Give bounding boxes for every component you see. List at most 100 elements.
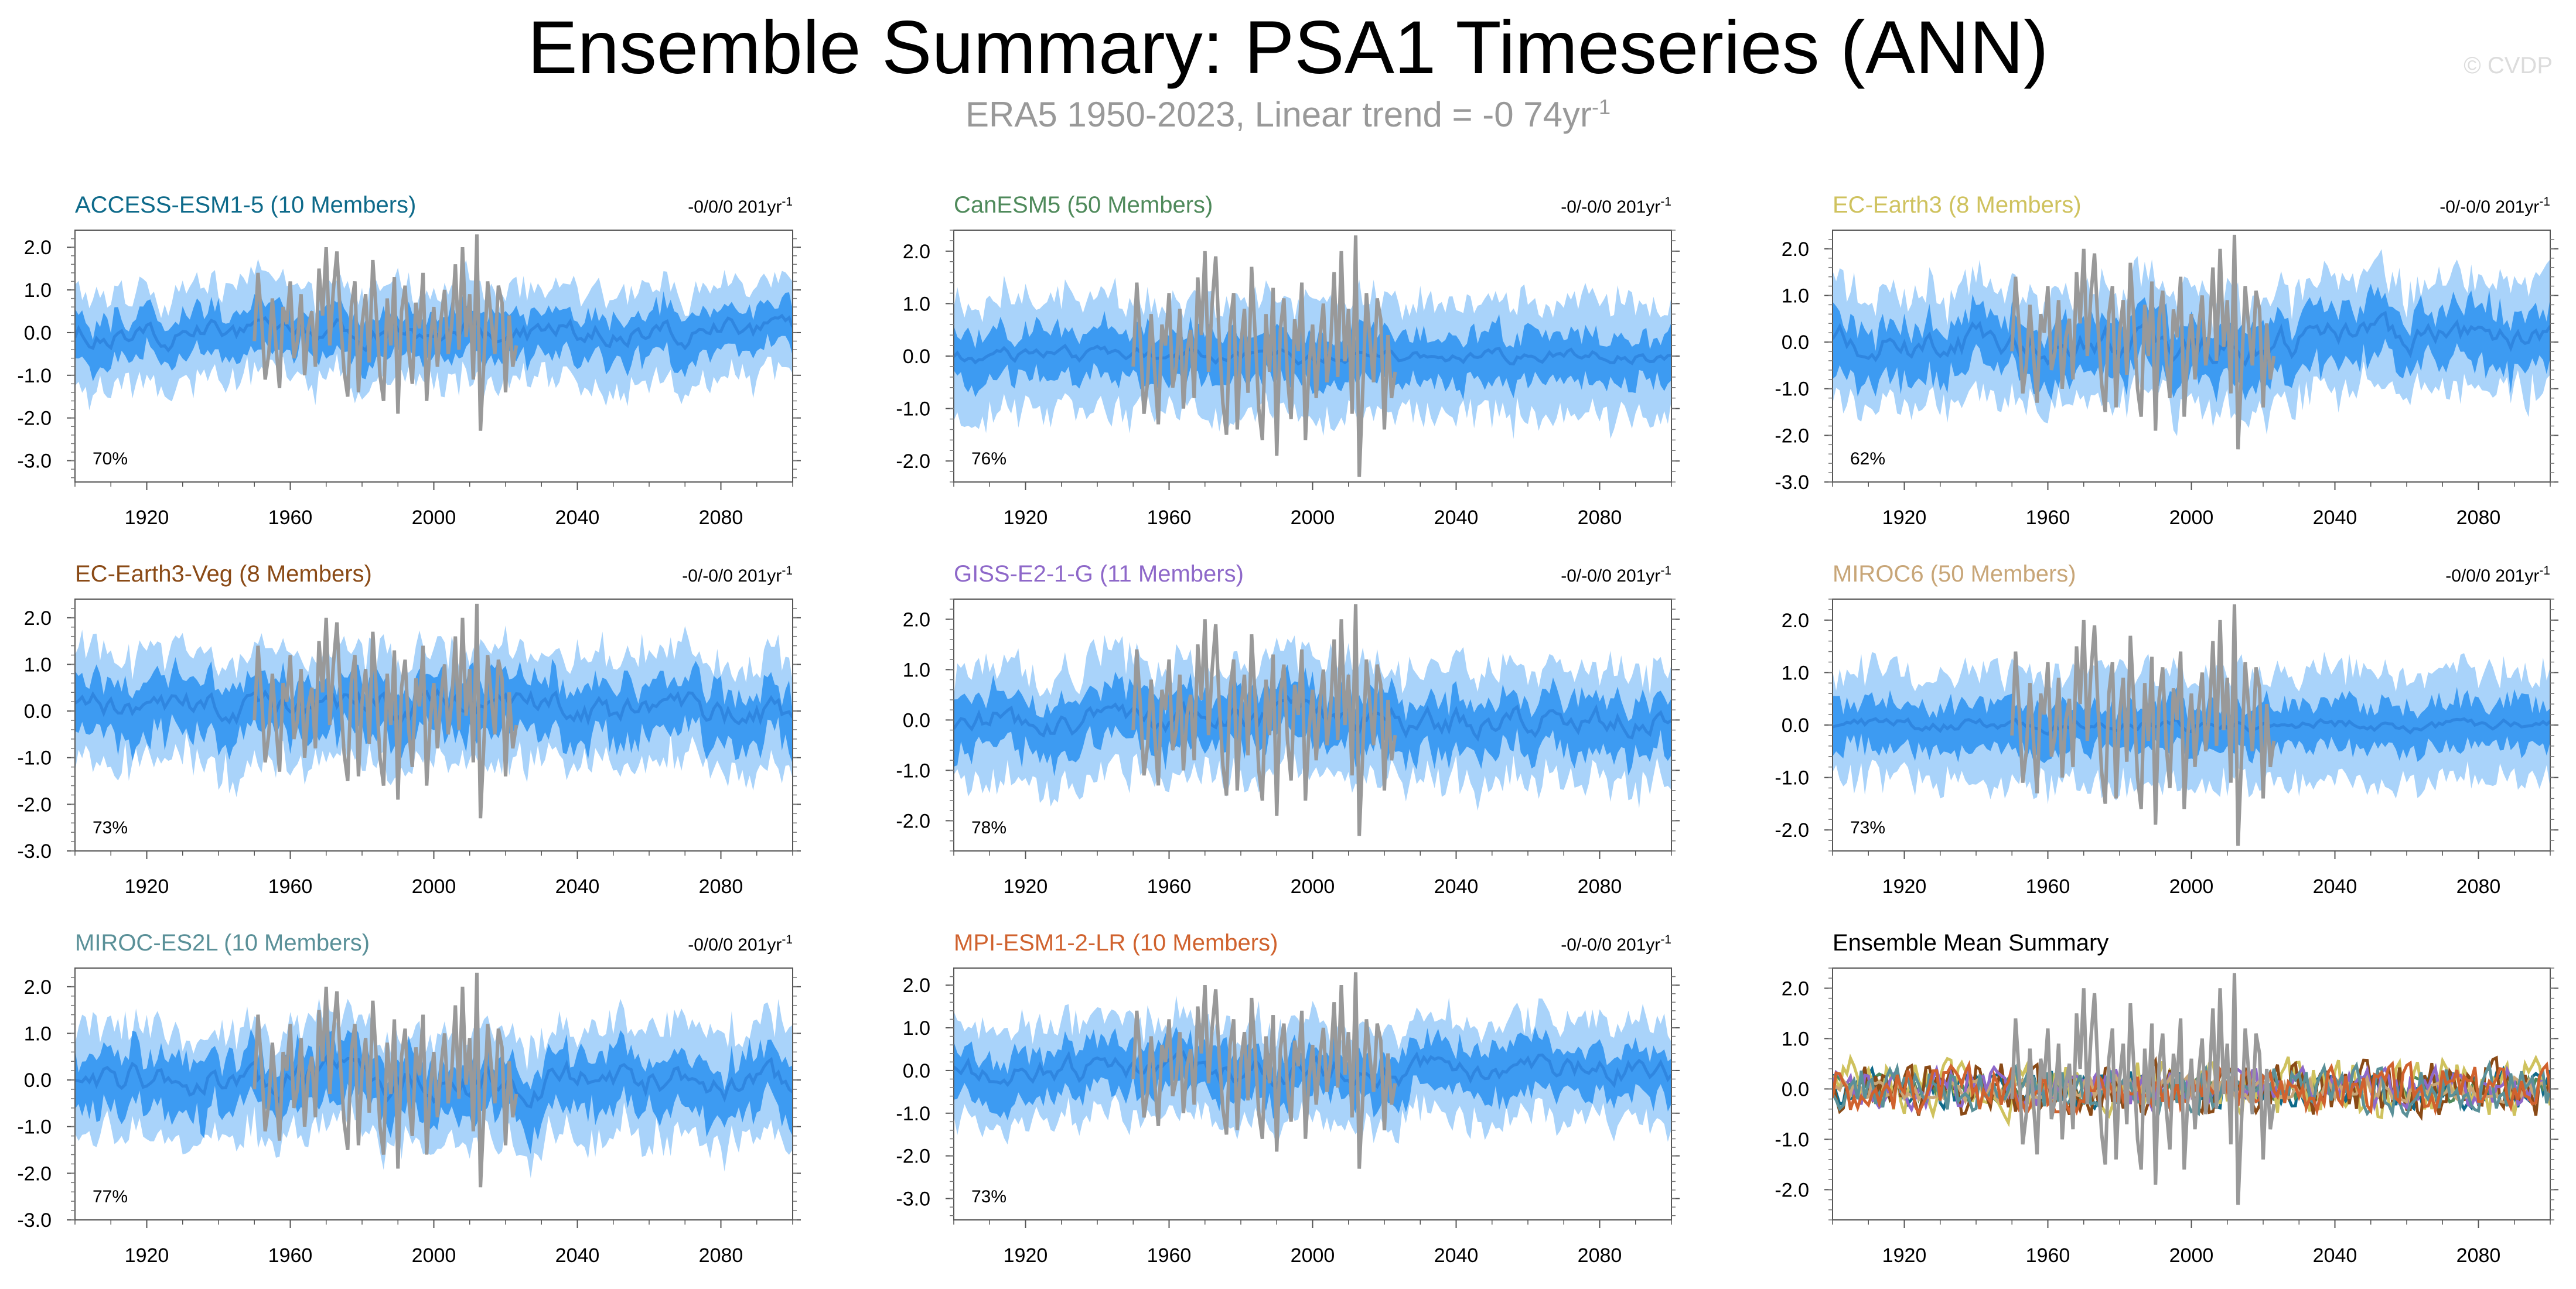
- panel-title: EC-Earth3 (8 Members): [1833, 192, 2082, 218]
- x-tick-label: 1920: [1004, 507, 1048, 529]
- x-tick-label: 2080: [699, 876, 743, 898]
- panel-title: EC-Earth3-Veg (8 Members): [75, 561, 372, 587]
- x-tick-label: 1920: [1004, 876, 1048, 898]
- x-tick-label: 2040: [555, 507, 600, 529]
- y-tick-label: -2.0: [1775, 425, 1809, 447]
- x-tick-label: 2000: [412, 507, 456, 529]
- plot-area: [1833, 973, 2550, 1205]
- y-tick-label: -2.0: [17, 794, 52, 816]
- plot-area: [75, 603, 793, 819]
- y-tick-label: -2.0: [896, 450, 930, 473]
- trend-label: -0/-0/0 201yr-1: [1561, 564, 1671, 586]
- y-tick-label: -3.0: [17, 840, 52, 863]
- x-tick-label: 2040: [1434, 507, 1479, 529]
- y-tick-label: 0.0: [1782, 714, 1809, 737]
- y-tick-label: -1.0: [896, 1103, 930, 1125]
- panel-title: MIROC-ES2L (10 Members): [75, 930, 370, 956]
- y-tick-label: 0.0: [24, 1069, 52, 1092]
- y-tick-label: -2.0: [896, 810, 930, 832]
- observations-line: [1131, 972, 1397, 1169]
- model-mean-line-6: [1833, 1073, 2550, 1105]
- y-tick-label: 0.0: [903, 709, 930, 731]
- x-tick-label: 2040: [555, 1244, 600, 1267]
- observations-line: [253, 972, 518, 1188]
- trend-label: -0/0/0 201yr-1: [688, 195, 793, 217]
- y-tick-label: -2.0: [17, 408, 52, 430]
- y-tick-label: 1.0: [1782, 1028, 1809, 1050]
- x-tick-label: 1960: [1147, 876, 1192, 898]
- x-tick-label: 2000: [412, 876, 456, 898]
- panel-6: MIROC6 (50 Members) -0/0/0 201yr-1 2.0 1.0 0…: [1775, 561, 2558, 898]
- x-tick-label: 2080: [2456, 876, 2501, 898]
- y-tick-label: -1.0: [896, 398, 930, 420]
- y-tick-label: 1.0: [903, 1017, 930, 1040]
- panel-title: MIROC6 (50 Members): [1833, 561, 2076, 587]
- plot-area: [75, 972, 793, 1188]
- y-tick-label: 1.0: [24, 1023, 52, 1045]
- percent-label: 73%: [971, 1187, 1006, 1206]
- panel-5: GISS-E2-1-G (11 Members) -0/-0/0 201yr-1 2…: [896, 561, 1680, 898]
- panel-4: EC-Earth3-Veg (8 Members) -0/-0/0 201yr-1…: [17, 561, 801, 898]
- observations-line: [1131, 235, 1397, 477]
- panel-title: CanESM5 (50 Members): [954, 192, 1213, 218]
- page-subtitle: ERA5 1950-2023, Linear trend = -0 74yr-1: [0, 94, 2576, 136]
- trend-label: -0/0/0 201yr-1: [2445, 564, 2550, 586]
- panel-9: Ensemble Mean Summary 2.0 1.0 0.0 -1.0 -2.0 19…: [1775, 930, 2558, 1267]
- x-tick-label: 2040: [1434, 876, 1479, 898]
- percent-label: 62%: [1850, 449, 1885, 469]
- y-tick-label: 2.0: [1782, 977, 1809, 1000]
- y-tick-label: -1.0: [896, 760, 930, 782]
- y-tick-label: -3.0: [896, 1188, 930, 1211]
- y-tick-label: -3.0: [1775, 471, 1809, 494]
- observations-line: [2010, 604, 2276, 846]
- trend-label: -0/0/0 201yr-1: [688, 933, 793, 955]
- subtitle-exponent: -1: [1592, 95, 1611, 119]
- observations-line: [2010, 973, 2276, 1205]
- x-tick-label: 1920: [125, 507, 169, 529]
- x-tick-label: 2000: [412, 1244, 456, 1267]
- x-tick-label: 2040: [2313, 876, 2357, 898]
- y-tick-label: 2.0: [24, 976, 52, 999]
- y-tick-label: 2.0: [1782, 238, 1809, 261]
- x-tick-label: 2000: [2169, 507, 2214, 529]
- y-tick-label: -1.0: [1775, 1129, 1809, 1151]
- panel-2: CanESM5 (50 Members) -0/-0/0 201yr-1 2.0 1.…: [896, 192, 1680, 529]
- y-tick-label: 1.0: [1782, 285, 1809, 307]
- y-tick-label: -1.0: [1775, 378, 1809, 401]
- page-title: Ensemble Summary: PSA1 Timeseries (ANN): [527, 6, 2049, 90]
- x-tick-label: 2000: [2169, 1244, 2214, 1267]
- x-tick-label: 2040: [555, 876, 600, 898]
- x-tick-label: 2040: [2313, 1244, 2357, 1267]
- x-tick-label: 2000: [1291, 507, 1335, 529]
- observations-line: [2010, 234, 2276, 450]
- plot-area: [954, 972, 1671, 1169]
- y-tick-label: 2.0: [903, 608, 930, 631]
- y-tick-label: -2.0: [896, 1146, 930, 1168]
- percent-label: 70%: [93, 449, 128, 469]
- y-tick-label: -2.0: [17, 1163, 52, 1185]
- x-tick-label: 2000: [1291, 876, 1335, 898]
- y-tick-label: 0.0: [1782, 1078, 1809, 1100]
- panel-title: ACCESS-ESM1-5 (10 Members): [75, 192, 416, 218]
- inner-spread-band: [75, 1018, 793, 1154]
- x-tick-label: 2080: [1578, 507, 1622, 529]
- x-tick-label: 2080: [2456, 507, 2501, 529]
- x-tick-label: 2080: [699, 1244, 743, 1267]
- plot-area: [954, 235, 1671, 477]
- y-tick-label: 1.0: [1782, 662, 1809, 684]
- x-tick-label: 2080: [699, 507, 743, 529]
- panel-title: MPI-ESM1-2-LR (10 Members): [954, 930, 1278, 956]
- y-tick-label: -1.0: [17, 1116, 52, 1138]
- y-tick-label: -3.0: [17, 450, 52, 473]
- y-tick-label: 2.0: [903, 975, 930, 997]
- trend-label: -0/-0/0 201yr-1: [682, 564, 793, 586]
- y-tick-label: -2.0: [1775, 1179, 1809, 1201]
- x-tick-label: 1920: [1882, 507, 1927, 529]
- x-tick-label: 1920: [125, 876, 169, 898]
- panel-7: MIROC-ES2L (10 Members) -0/0/0 201yr-1 2.0…: [17, 930, 801, 1267]
- x-tick-label: 1920: [125, 1244, 169, 1267]
- y-tick-label: 0.0: [903, 1060, 930, 1082]
- y-tick-label: 0.0: [24, 700, 52, 723]
- y-tick-label: 0.0: [24, 322, 52, 344]
- x-tick-label: 1960: [268, 1244, 313, 1267]
